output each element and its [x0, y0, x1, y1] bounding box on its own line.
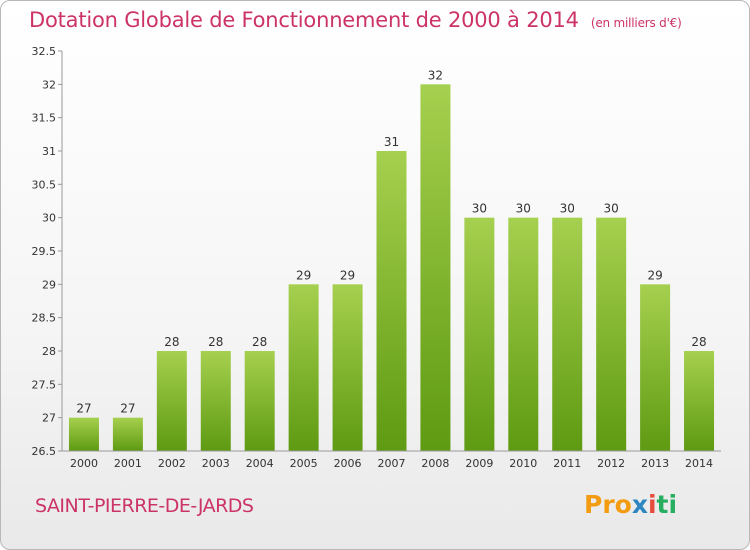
bar [684, 351, 715, 451]
x-tick-label: 2007 [378, 457, 406, 470]
x-tick-label: 2003 [202, 457, 230, 470]
logo-letter-x: x [631, 490, 648, 519]
bar [288, 284, 319, 451]
bar [640, 284, 671, 451]
x-tick-label: 2004 [246, 457, 274, 470]
bar-value-label: 30 [516, 202, 531, 216]
x-tick-label: 2012 [597, 457, 625, 470]
bar-value-label: 30 [604, 202, 619, 216]
logo-letter-i: i [647, 490, 657, 519]
y-tick-label: 28 [42, 345, 56, 358]
y-tick-label: 30 [42, 212, 56, 225]
commune-name: SAINT-PIERRE-DE-JARDS [35, 495, 254, 517]
bar-value-label: 27 [120, 402, 135, 416]
chart-title: Dotation Globale de Fonctionnement de 20… [29, 8, 682, 32]
bar-value-label: 32 [428, 68, 443, 82]
y-tick-label: 32 [42, 78, 56, 91]
bar [332, 284, 363, 451]
y-tick-label: 27 [42, 412, 56, 425]
bar-value-label: 30 [560, 202, 575, 216]
bar-value-label: 28 [691, 335, 706, 349]
x-tick-label: 2013 [641, 457, 669, 470]
logo-letters-pro: Pro [584, 490, 632, 519]
y-tick-label: 26.5 [32, 445, 57, 458]
bar [420, 84, 451, 451]
logo-letters-ti: ti [656, 490, 678, 519]
bar [112, 417, 143, 451]
x-tick-label: 2002 [158, 457, 186, 470]
bar-value-label: 31 [384, 135, 399, 149]
y-tick-label: 30.5 [32, 178, 57, 191]
x-tick-label: 2006 [334, 457, 362, 470]
bar-value-label: 28 [252, 335, 267, 349]
x-tick-label: 2010 [509, 457, 537, 470]
bar [200, 351, 231, 451]
bar [464, 217, 495, 451]
y-tick-label: 32.5 [32, 45, 57, 58]
bar [156, 351, 187, 451]
bar-value-label: 27 [76, 402, 91, 416]
y-tick-label: 28.5 [32, 312, 57, 325]
bar-value-label: 29 [647, 268, 662, 282]
x-tick-label: 2001 [114, 457, 142, 470]
bar [552, 217, 583, 451]
bar-value-label: 30 [472, 202, 487, 216]
x-tick-label: 2009 [465, 457, 493, 470]
y-tick-label: 29.5 [32, 245, 57, 258]
x-tick-label: 2014 [685, 457, 713, 470]
chart-subtitle: (en milliers d'€) [590, 16, 682, 30]
bar [376, 151, 407, 451]
y-tick-label: 31 [42, 145, 56, 158]
y-tick-label: 29 [42, 278, 56, 291]
x-axis: 2000 2001 2002 2003 2004 2005 2006 2007 2008 2009… [62, 450, 721, 470]
bar-value-label: 28 [208, 335, 223, 349]
x-tick-label: 2011 [553, 457, 581, 470]
x-tick-label: 2008 [421, 457, 449, 470]
chart-title-text: Dotation Globale de Fonctionnement de 20… [29, 8, 579, 32]
y-axis: 26.5 27 27.5 28 28.5 29 29.5 30 30.5 31 31.5 32 32.5 [32, 45, 63, 458]
x-tick-label: 2000 [70, 457, 98, 470]
bar-value-label: 29 [340, 268, 355, 282]
bar [596, 217, 627, 451]
bar [244, 351, 275, 451]
proxiti-logo[interactable]: Proxiti [584, 490, 677, 519]
y-tick-label: 31.5 [32, 112, 57, 125]
bar [68, 417, 99, 451]
bar-value-label: 29 [296, 268, 311, 282]
y-tick-label: 27.5 [32, 378, 57, 391]
bars: 27 27 28 28 28 29 29 31 32 30 30 30 30 29 28 [68, 68, 715, 451]
bar [508, 217, 539, 451]
x-tick-label: 2005 [290, 457, 318, 470]
bar-value-label: 28 [164, 335, 179, 349]
